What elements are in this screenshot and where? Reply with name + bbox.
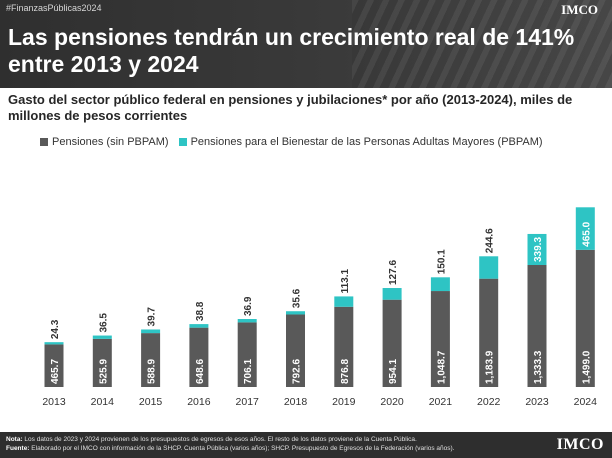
x-tick-label-2017: 2017 — [236, 396, 260, 408]
stacked-bar-chart: 465.7 24.3 2013 525.9 36.5 2014 588.9 39.7 2015 6… — [0, 150, 612, 420]
legend-label-pensiones: Pensiones (sin PBPAM) — [52, 136, 169, 148]
bar-pensiones-2018 — [286, 314, 305, 387]
legend-label-pbpam: Pensiones para el Bienestar de las Perso… — [190, 136, 543, 148]
data-label-pbpam-2015: 39.7 — [147, 307, 158, 327]
imco-logo-bottom: IMCO — [556, 436, 604, 453]
data-label-pbpam-2014: 36.5 — [98, 313, 109, 333]
data-label-pbpam-2016: 38.8 — [195, 301, 206, 321]
data-label-pbpam-2024: 465.0 — [581, 221, 592, 246]
legend-swatch-pensiones — [40, 138, 48, 146]
bar-pbpam-2017 — [237, 319, 257, 323]
data-label-pbpam-2017: 36.9 — [243, 296, 254, 316]
legend-item-pensiones: Pensiones (sin PBPAM) — [40, 136, 169, 148]
hashtag-label: #FinanzasPúblicas2024 — [6, 3, 102, 13]
footer: Nota: Los datos de 2023 y 2024 provienen… — [0, 432, 612, 458]
x-tick-label-2019: 2019 — [332, 396, 356, 408]
bar-pbpam-2015 — [141, 329, 161, 334]
source-text: Elaborado por el IMCO con información de… — [31, 445, 455, 452]
header-banner: #FinanzasPúblicas2024 IMCO Las pensiones… — [0, 0, 612, 88]
bar-pbpam-2016 — [189, 324, 209, 328]
data-label-pensiones-2023: 1,333.3 — [533, 350, 544, 384]
bar-pensiones-2014 — [92, 338, 112, 387]
data-label-pensiones-2016: 648.6 — [195, 359, 206, 384]
bar-pensiones-2024 — [575, 249, 595, 387]
note-label: Nota: — [6, 436, 23, 443]
bar-pbpam-2021 — [430, 277, 450, 292]
data-label-pensiones-2015: 588.9 — [147, 359, 158, 384]
bar-pensiones-2021 — [430, 291, 450, 387]
x-tick-label-2014: 2014 — [91, 396, 115, 408]
x-tick-label-2023: 2023 — [525, 396, 549, 408]
chart-subtitle: Gasto del sector público federal en pens… — [8, 92, 573, 123]
bar-pensiones-2019 — [334, 306, 354, 387]
bar-pbpam-2024 — [575, 207, 595, 250]
legend-item-pbpam: Pensiones para el Bienestar de las Perso… — [178, 136, 543, 148]
legend-swatch-pbpam — [178, 138, 187, 146]
bar-pbpam-2013 — [44, 342, 64, 345]
data-label-pbpam-2018: 35.6 — [292, 288, 303, 308]
bar-pbpam-2022 — [479, 256, 499, 279]
note-text: Los datos de 2023 y 2024 provienen de lo… — [24, 436, 417, 443]
bar-pensiones-2016 — [189, 327, 209, 387]
bar-pensiones-2013 — [44, 344, 64, 387]
x-tick-label-2013: 2013 — [42, 396, 66, 408]
footer-source-line: Fuente: Elaborado por el IMCO con inform… — [6, 444, 546, 453]
x-tick-label-2018: 2018 — [284, 396, 308, 408]
data-label-pensiones-2018: 792.6 — [292, 359, 303, 384]
data-label-pbpam-2022: 244.6 — [485, 228, 496, 253]
x-tick-label-2020: 2020 — [380, 396, 404, 408]
data-label-pbpam-2023: 339.3 — [533, 237, 544, 262]
data-label-pensiones-2024: 1,499.0 — [581, 350, 592, 384]
bar-pbpam-2014 — [92, 335, 112, 339]
data-label-pensiones-2020: 954.1 — [388, 359, 399, 384]
bar-pensiones-2015 — [141, 333, 161, 387]
chart-legend: Pensiones (sin PBPAM) Pensiones para el … — [40, 135, 553, 149]
bar-pbpam-2023 — [527, 233, 547, 266]
x-tick-label-2015: 2015 — [139, 396, 163, 408]
data-label-pensiones-2014: 525.9 — [98, 359, 109, 384]
footer-notes: Nota: Los datos de 2023 y 2024 provienen… — [6, 435, 546, 453]
imco-logo-top: IMCO — [561, 2, 598, 17]
bar-pbpam-2019 — [334, 296, 354, 307]
footer-note-line: Nota: Los datos de 2023 y 2024 provienen… — [6, 435, 546, 444]
bar-pensiones-2023 — [527, 265, 547, 387]
x-tick-label-2022: 2022 — [477, 396, 501, 408]
x-tick-label-2016: 2016 — [187, 396, 211, 408]
x-tick-label-2024: 2024 — [574, 396, 598, 408]
bar-pensiones-2020 — [382, 299, 402, 387]
data-label-pbpam-2020: 127.6 — [388, 260, 399, 285]
chart-svg: 465.7 24.3 2013 525.9 36.5 2014 588.9 39.7 2015 6… — [42, 207, 598, 408]
data-label-pensiones-2017: 706.1 — [243, 359, 254, 384]
header-background-texture — [352, 0, 612, 88]
data-label-pbpam-2021: 150.1 — [436, 249, 447, 274]
bar-pensiones-2022 — [479, 278, 499, 387]
data-label-pensiones-2021: 1,048.7 — [436, 350, 447, 384]
data-label-pensiones-2013: 465.7 — [50, 359, 61, 384]
bar-pensiones-2017 — [237, 322, 257, 387]
bar-pbpam-2018 — [286, 311, 305, 315]
data-label-pensiones-2022: 1,183.9 — [485, 350, 496, 384]
bar-pbpam-2020 — [382, 288, 402, 300]
data-label-pensiones-2019: 876.8 — [340, 359, 351, 384]
headline: Las pensiones tendrán un crecimiento rea… — [8, 24, 575, 77]
data-label-pbpam-2019: 113.1 — [340, 269, 351, 294]
source-label: Fuente: — [6, 445, 30, 452]
data-label-pbpam-2013: 24.3 — [50, 319, 61, 339]
x-tick-label-2021: 2021 — [429, 396, 453, 408]
